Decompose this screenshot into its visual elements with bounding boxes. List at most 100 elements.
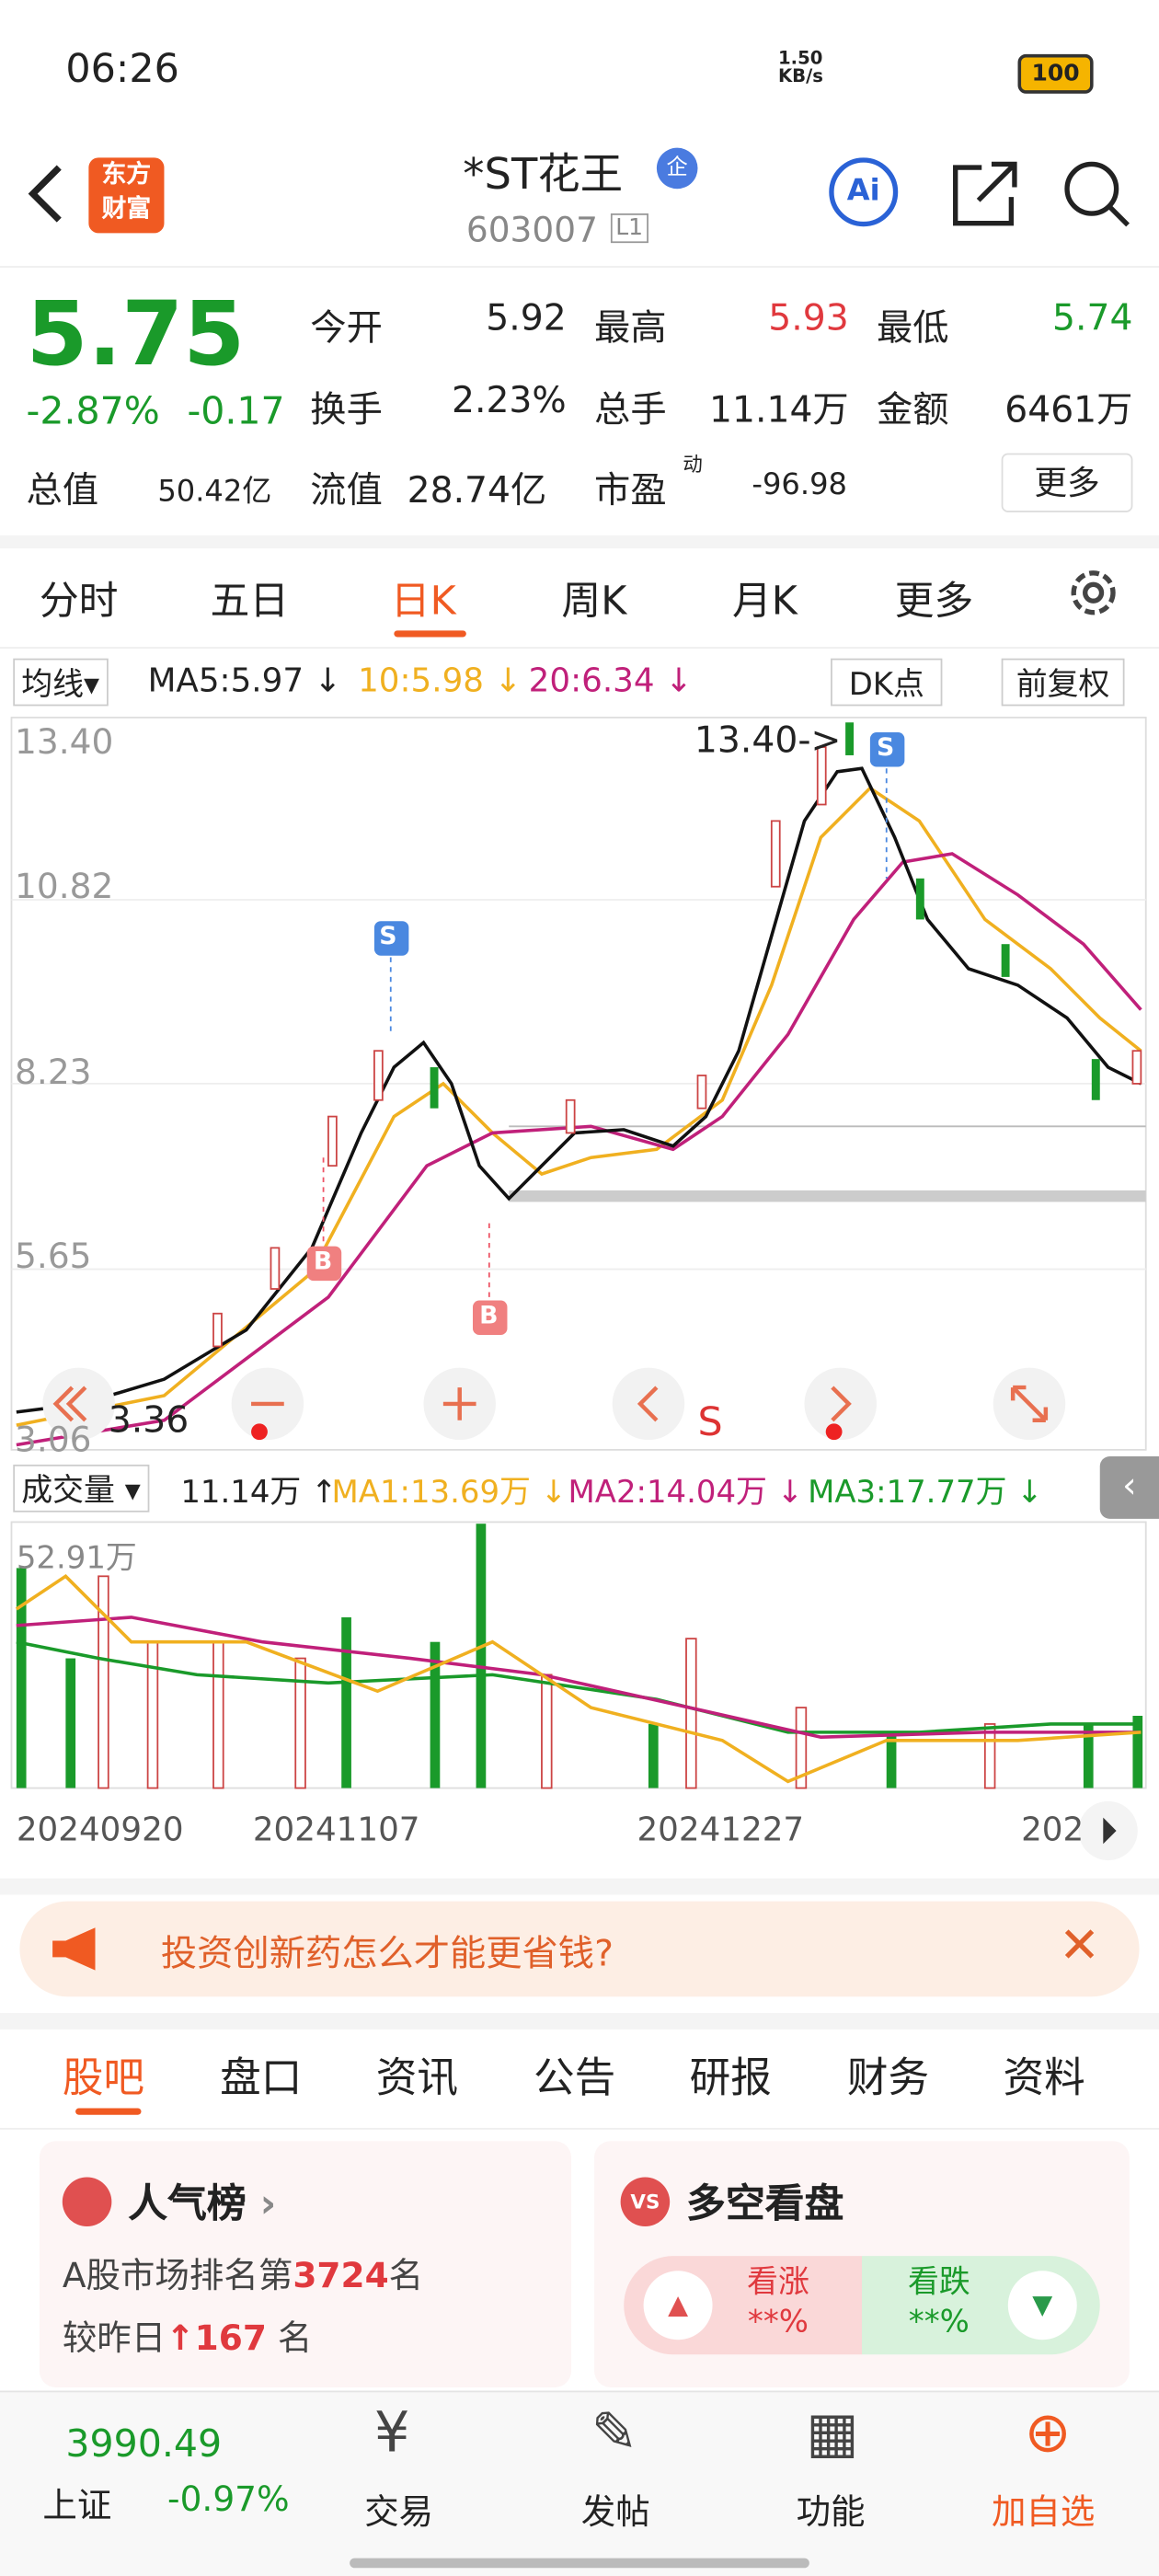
battery: 100 xyxy=(1017,53,1094,94)
rank-prefix: A股市场排名第 xyxy=(62,2256,293,2296)
section-tab[interactable]: 财务 xyxy=(846,2053,930,2102)
change-suffix: 名 xyxy=(277,2317,313,2358)
section-tab[interactable]: 盘口 xyxy=(220,2053,303,2102)
share[interactable] xyxy=(949,157,1022,230)
sell-marker: S xyxy=(379,921,397,951)
tab[interactable]: 周K xyxy=(561,578,627,625)
up-button[interactable]: ▲ xyxy=(643,2271,713,2340)
date-label: 20241227 xyxy=(637,1809,805,1849)
ls-title: 多空看盘 xyxy=(686,2180,844,2227)
nav-icon: ⊕ xyxy=(1024,2400,1072,2467)
index-value: 3990.49 xyxy=(65,2423,223,2467)
change-prefix: 较昨日 xyxy=(62,2317,166,2358)
speed-unit: KB/s xyxy=(777,65,823,87)
section-tab[interactable]: 股吧 xyxy=(62,2053,145,2102)
stat-value: 28.74亿 xyxy=(407,471,547,512)
price-label: 13.40 xyxy=(15,722,114,763)
rank-change: 167 xyxy=(194,2317,267,2358)
logo-text: 东方 xyxy=(101,159,152,190)
down-value: **% xyxy=(908,2303,970,2340)
stat-label: 今开 xyxy=(310,308,383,351)
rank-title: 人气榜 › xyxy=(128,2180,277,2227)
stat-value: 5.92 xyxy=(486,298,567,340)
ma20: 20:6.34 ↓ xyxy=(528,660,693,700)
stat-label: 总手 xyxy=(594,390,667,432)
ma-select[interactable]: 均线▾ xyxy=(13,658,109,707)
rank-suffix: 名 xyxy=(388,2256,424,2296)
tab[interactable]: 月K xyxy=(731,578,798,625)
stat-label: 换手 xyxy=(310,390,383,432)
nav-item[interactable]: 交易 xyxy=(364,2492,434,2533)
adjust-button[interactable]: 前复权 xyxy=(1001,658,1125,707)
stat-label: 流值 xyxy=(310,471,383,512)
vol-ma3: MA3:17.77万 ↓ xyxy=(808,1474,1043,1511)
level: L1 xyxy=(610,213,648,244)
volume-value: 11.14万 ↑ xyxy=(180,1474,338,1511)
buy-marker: B xyxy=(313,1246,333,1276)
index-change: -0.97% xyxy=(167,2478,290,2519)
back[interactable] xyxy=(23,161,73,226)
ls-icon: VS xyxy=(620,2177,671,2227)
ma-label: 均线 xyxy=(21,666,85,703)
time: 06:26 xyxy=(65,45,179,92)
nav-item[interactable]: 功能 xyxy=(796,2492,866,2533)
stat-value: 2.23% xyxy=(451,381,567,422)
price-label: 8.23 xyxy=(15,1052,92,1092)
date-label: 20241107 xyxy=(252,1809,420,1849)
down-button[interactable]: ▼ xyxy=(1007,2271,1077,2340)
vol-ma1: MA1:13.69万 ↓ xyxy=(331,1474,568,1511)
stat-value: 50.42亿 xyxy=(157,474,272,510)
stat-value: 6461万 xyxy=(1004,390,1133,432)
stat-value: 11.14万 xyxy=(709,390,849,432)
sell-marker: S xyxy=(877,731,895,763)
low-annotation: 3.36 xyxy=(108,1400,189,1442)
dk-button[interactable]: DK点 xyxy=(831,658,943,707)
section-tab[interactable]: 研报 xyxy=(689,2053,772,2102)
price-label: 10.82 xyxy=(15,867,114,907)
volume-label: 成交量 xyxy=(21,1472,115,1510)
stat-label: 最高 xyxy=(594,308,667,351)
collapse[interactable]: ‹ xyxy=(1099,1456,1159,1519)
more-button[interactable]: 更多 xyxy=(1001,453,1133,512)
up-text: 看涨 **% xyxy=(747,2262,809,2341)
rank-icon xyxy=(62,2177,112,2227)
price-label: 3.06 xyxy=(15,1420,92,1460)
nav-item[interactable]: 发帖 xyxy=(580,2492,650,2533)
section-tab[interactable]: 公告 xyxy=(534,2053,616,2102)
stat-value: 5.74 xyxy=(1052,298,1133,340)
s-marker: S xyxy=(697,1398,723,1445)
section-indicator xyxy=(75,2108,142,2115)
section-tab[interactable]: 资料 xyxy=(1003,2053,1085,2102)
rank-line: A股市场排名第3724名 xyxy=(63,2249,423,2299)
index-name: 上证 xyxy=(42,2486,112,2525)
rank-card[interactable] xyxy=(39,2141,572,2387)
volume-max: 52.91万 xyxy=(16,1540,137,1577)
nav-item[interactable]: 加自选 xyxy=(991,2492,1096,2533)
section-tab[interactable]: 资讯 xyxy=(375,2053,458,2102)
stat-value: 5.93 xyxy=(768,298,849,340)
tab[interactable]: 分时 xyxy=(39,578,119,625)
stat-label: 金额 xyxy=(877,390,949,432)
stat-sup: 动 xyxy=(683,453,703,477)
ad-close[interactable]: ✕ xyxy=(1059,1917,1100,1975)
tab[interactable]: 更多 xyxy=(894,578,974,625)
home-indicator xyxy=(350,2558,809,2569)
kline-chart xyxy=(10,717,1147,1861)
search[interactable] xyxy=(1061,157,1133,230)
stat-label: 最低 xyxy=(877,308,949,351)
ai-button[interactable]: Ai xyxy=(829,157,899,227)
tab[interactable]: 日K xyxy=(390,578,456,625)
ad-banner[interactable] xyxy=(19,1901,1140,1997)
volume-select[interactable]: 成交量 ▾ xyxy=(13,1464,149,1512)
rank-title: 人气榜 xyxy=(128,2180,247,2227)
date-label: 202 xyxy=(1021,1809,1084,1849)
tab[interactable]: 五日 xyxy=(210,578,290,625)
settings[interactable] xyxy=(1063,563,1122,622)
logo: 东方 财富 xyxy=(88,157,165,234)
nav-icon: ✎ xyxy=(591,2400,638,2467)
change-line: 较昨日↑167 名 xyxy=(62,2317,313,2358)
ma10: 10:5.98 ↓ xyxy=(358,660,522,700)
vol-ma2: MA2:14.04万 ↓ xyxy=(568,1474,804,1511)
ad-text: 投资创新药怎么才能更省钱? xyxy=(160,1934,614,1975)
